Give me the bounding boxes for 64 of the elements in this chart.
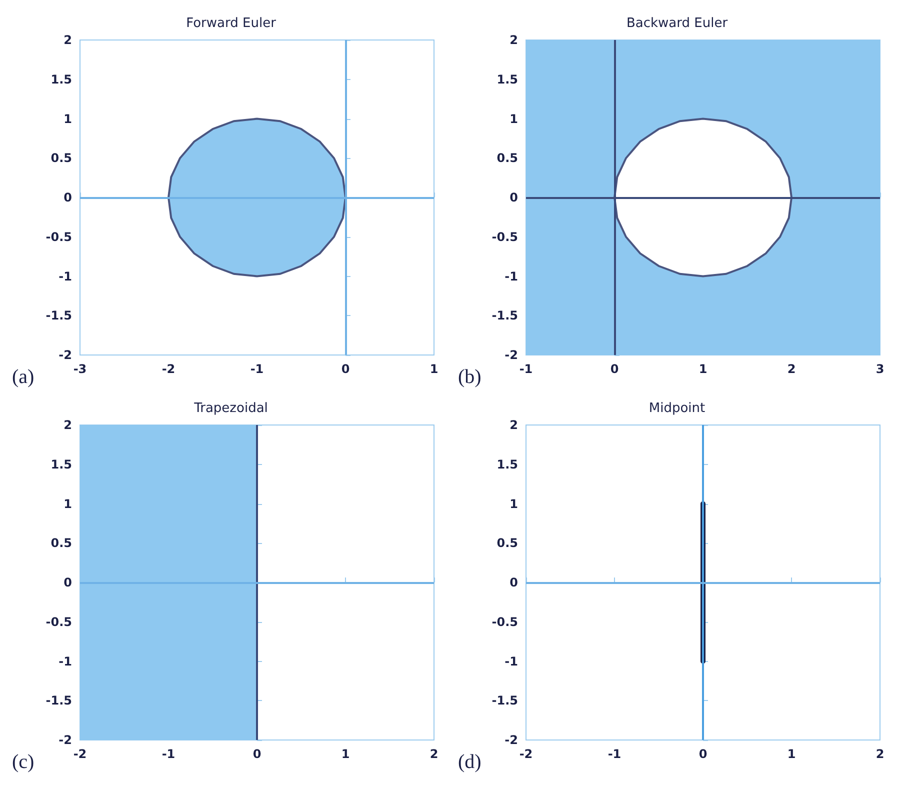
- y-tick-label: -0.5: [46, 614, 72, 629]
- y-tick-label: 1.5: [496, 72, 518, 86]
- x-tick-label: -3: [73, 362, 87, 376]
- y-tick-label: 0: [64, 576, 72, 590]
- y-tick-label: -1: [504, 654, 518, 668]
- text: (c): [12, 751, 34, 773]
- y-tick-label: 1.5: [496, 457, 518, 472]
- y-tick-label: -1: [58, 654, 72, 668]
- x-tick-label: 0: [698, 747, 708, 761]
- y-tick-label: 0.5: [50, 536, 72, 550]
- y-tick-label: -2: [58, 348, 72, 362]
- y-tick-label: 2: [64, 33, 72, 47]
- x-tick-label: 0: [610, 362, 619, 376]
- y-tick-label: 0: [510, 576, 518, 590]
- y-tick-label: 1: [510, 112, 518, 126]
- y-tick-label: 1: [510, 496, 518, 511]
- y-tick-label: 1: [64, 112, 72, 126]
- x-tick-label: 1: [787, 747, 796, 761]
- chart-title: Backward Euler: [626, 16, 728, 31]
- x-tick-label: 1: [341, 747, 350, 761]
- y-tick-label: -2: [504, 348, 518, 362]
- x-tick-label: 1: [430, 362, 438, 376]
- y-tick-label: 0.5: [50, 151, 72, 166]
- x-tick-label: 2: [876, 747, 884, 761]
- text: (a): [12, 366, 34, 388]
- x-tick-label: -2: [162, 362, 176, 376]
- x-tick-label: 1: [698, 362, 708, 376]
- x-tick-label: 3: [876, 362, 884, 376]
- text: (d): [458, 751, 482, 773]
- y-tick-label: 1.5: [50, 457, 72, 472]
- x-tick-label: 2: [430, 747, 438, 761]
- y-tick-label: 2: [510, 418, 518, 432]
- chart-title: Forward Euler: [186, 16, 277, 31]
- y-tick-label: 0: [510, 190, 518, 204]
- text: (b): [458, 366, 482, 388]
- x-tick-label: -1: [608, 747, 622, 761]
- y-tick-label: -1.5: [46, 694, 72, 708]
- y-tick-label: -1.5: [46, 308, 72, 323]
- y-tick-label: 2: [64, 418, 72, 432]
- y-tick-label: 0.5: [496, 536, 518, 550]
- y-tick-label: 0: [64, 190, 72, 204]
- x-tick-label: -1: [162, 747, 176, 761]
- y-tick-label: 1.5: [50, 72, 72, 86]
- x-tick-label: -2: [519, 747, 533, 761]
- y-tick-label: -1.5: [492, 308, 518, 323]
- y-tick-label: 2: [510, 33, 518, 47]
- x-tick-label: 2: [787, 362, 796, 376]
- y-tick-label: -0.5: [492, 614, 518, 629]
- chart-title: Midpoint: [648, 401, 706, 416]
- y-tick-label: -1: [504, 269, 518, 284]
- x-tick-label: 0: [252, 747, 262, 761]
- x-tick-label: -1: [250, 362, 264, 376]
- y-tick-label: -0.5: [46, 230, 72, 244]
- y-tick-label: -1.5: [492, 694, 518, 708]
- y-tick-label: -0.5: [492, 230, 518, 244]
- y-tick-label: 0.5: [496, 151, 518, 166]
- y-tick-label: 1: [64, 496, 72, 511]
- y-tick-label: -2: [58, 733, 72, 747]
- x-tick-label: -2: [73, 747, 87, 761]
- x-tick-label: 0: [341, 362, 350, 376]
- y-tick-label: -1: [58, 269, 72, 284]
- y-tick-label: -2: [504, 733, 518, 747]
- x-tick-label: -1: [519, 362, 533, 376]
- chart-title: Trapezoidal: [193, 401, 268, 416]
